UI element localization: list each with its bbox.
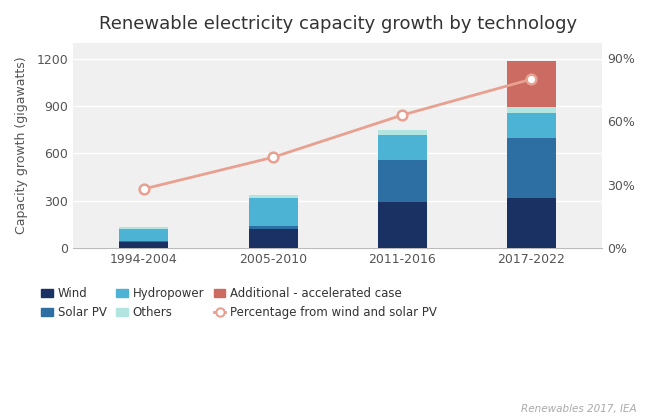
Bar: [378, 202, 426, 248]
Legend: Wind, Solar PV, Hydropower, Others, Additional - accelerated case, Percentage fr: Wind, Solar PV, Hydropower, Others, Addi…: [36, 283, 442, 324]
Text: Renewables 2017, IEA: Renewables 2017, IEA: [521, 404, 637, 414]
Bar: [507, 61, 556, 107]
Title: Renewable electricity capacity growth by technology: Renewable electricity capacity growth by…: [99, 15, 577, 33]
Bar: [378, 160, 426, 202]
Bar: [120, 242, 168, 248]
Bar: [248, 195, 298, 198]
Bar: [248, 198, 298, 226]
Bar: [507, 113, 556, 138]
Bar: [378, 130, 426, 135]
Bar: [507, 107, 556, 113]
Bar: [120, 241, 168, 242]
Bar: [507, 197, 556, 248]
Bar: [507, 138, 556, 197]
Y-axis label: Capacity growth (gigawatts): Capacity growth (gigawatts): [15, 56, 28, 234]
Bar: [248, 226, 298, 229]
Bar: [378, 135, 426, 160]
Bar: [248, 229, 298, 248]
Bar: [120, 229, 168, 241]
Bar: [120, 227, 168, 229]
